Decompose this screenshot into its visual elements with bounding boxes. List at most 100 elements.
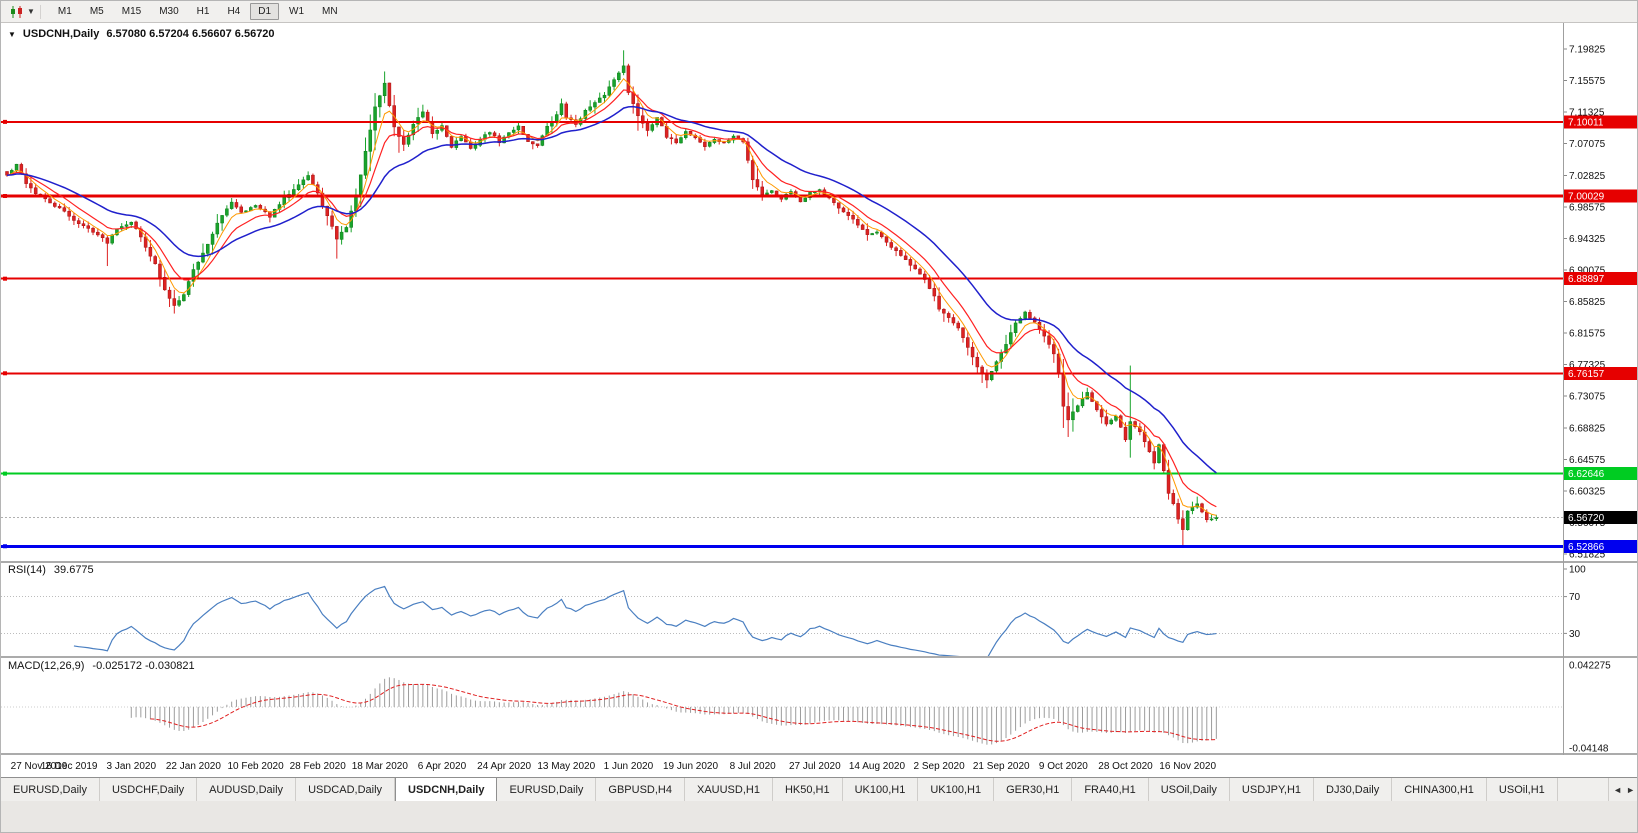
tab-scroll-right-button[interactable]: ►: [1626, 785, 1635, 795]
svg-text:6.68825: 6.68825: [1569, 423, 1606, 434]
symbol-tab-8[interactable]: HK50,H1: [772, 778, 843, 801]
svg-text:30: 30: [1569, 629, 1581, 640]
svg-text:24 Apr 2020: 24 Apr 2020: [477, 761, 531, 772]
svg-text:7.02825: 7.02825: [1569, 171, 1606, 182]
svg-text:7.19825: 7.19825: [1569, 45, 1606, 56]
svg-text:-0.04148: -0.04148: [1569, 744, 1609, 755]
timeframe-button-mn[interactable]: MN: [322, 6, 338, 17]
symbol-tab-12[interactable]: FRA40,H1: [1072, 778, 1149, 801]
ma-medium-line: [6, 89, 1217, 508]
symbol-tab-10[interactable]: UK100,H1: [918, 778, 995, 801]
macd-signal-line: [150, 683, 1217, 742]
svg-text:6.77325: 6.77325: [1569, 360, 1606, 371]
svg-text:28 Feb 2020: 28 Feb 2020: [290, 761, 347, 772]
svg-text:1 Jun 2020: 1 Jun 2020: [604, 761, 654, 772]
svg-text:27 Nov 2019: 27 Nov 2019: [11, 761, 68, 772]
symbol-tab-11[interactable]: GER30,H1: [994, 778, 1073, 801]
svg-text:6.64575: 6.64575: [1569, 455, 1606, 466]
symbol-tab-6[interactable]: GBPUSD,H4: [596, 778, 685, 801]
svg-text:10 Feb 2020: 10 Feb 2020: [227, 761, 284, 772]
svg-text:8 Jul 2020: 8 Jul 2020: [730, 761, 777, 772]
symbol-tab-15[interactable]: DJ30,Daily: [1314, 778, 1393, 801]
svg-text:0.042275: 0.042275: [1569, 661, 1611, 672]
svg-text:6.90075: 6.90075: [1569, 265, 1606, 276]
chart-type-button[interactable]: ▼: [5, 4, 41, 19]
svg-text:6.51825: 6.51825: [1569, 550, 1606, 561]
svg-text:6.98575: 6.98575: [1569, 202, 1606, 213]
svg-text:19 Jun 2020: 19 Jun 2020: [663, 761, 718, 772]
svg-text:16 Nov 2020: 16 Nov 2020: [1159, 761, 1216, 772]
timeframe-button-h4[interactable]: H4: [227, 6, 241, 17]
svg-text:16 Dec 2019: 16 Dec 2019: [41, 761, 98, 772]
svg-text:2 Sep 2020: 2 Sep 2020: [914, 761, 966, 772]
tab-scroll-controls: ◄ ►: [1608, 778, 1637, 801]
svg-text:6.73075: 6.73075: [1569, 392, 1606, 403]
candlestick-chart-icon: [11, 5, 22, 18]
svg-text:13 May 2020: 13 May 2020: [537, 761, 595, 772]
svg-text:6.81575: 6.81575: [1569, 329, 1606, 340]
svg-text:3 Jan 2020: 3 Jan 2020: [107, 761, 157, 772]
svg-text:28 Oct 2020: 28 Oct 2020: [1098, 761, 1153, 772]
svg-text:7.11325: 7.11325: [1569, 108, 1605, 119]
svg-text:6.88897: 6.88897: [1568, 274, 1605, 285]
price-axis: 7.19825 7.15575 7.11325 7.07075 7.02825 6.985…: [1563, 45, 1637, 561]
svg-text:7.07075: 7.07075: [1569, 139, 1606, 150]
top-toolbar: ▼ M1 M5 M15 M30 H1 H4 D1 W1 MN: [1, 1, 1637, 23]
level-lines: [1, 119, 1563, 549]
svg-text:14 Aug 2020: 14 Aug 2020: [849, 761, 906, 772]
macd-histogram: [130, 677, 1217, 745]
svg-text:70: 70: [1569, 592, 1581, 603]
ma-fast-line: [6, 77, 1217, 516]
symbol-tab-2[interactable]: AUDUSD,Daily: [197, 778, 297, 801]
svg-text:21 Sep 2020: 21 Sep 2020: [973, 761, 1030, 772]
symbol-tab-0[interactable]: EURUSD,Daily: [1, 778, 100, 801]
symbol-tab-4[interactable]: USDCNH,Daily: [395, 778, 498, 801]
symbol-tab-3[interactable]: USDCAD,Daily: [296, 778, 396, 801]
svg-text:9 Oct 2020: 9 Oct 2020: [1039, 761, 1088, 772]
timeframe-button-m15[interactable]: M15: [121, 6, 142, 17]
svg-text:27 Jul 2020: 27 Jul 2020: [789, 761, 841, 772]
symbol-tab-16[interactable]: CHINA300,H1: [1392, 778, 1487, 801]
svg-text:6.85825: 6.85825: [1569, 297, 1606, 308]
symbol-tab-5[interactable]: EURUSD,Daily: [497, 778, 597, 801]
svg-text:6.76157: 6.76157: [1568, 369, 1605, 380]
svg-text:6.52866: 6.52866: [1568, 542, 1605, 553]
svg-text:6.62646: 6.62646: [1568, 469, 1605, 480]
tab-bar: EURUSD,Daily USDCHF,Daily AUDUSD,Daily USDC…: [1, 777, 1637, 801]
symbol-tab-13[interactable]: USOil,Daily: [1148, 778, 1230, 801]
candlestick-series: [5, 50, 1219, 547]
status-area: [1, 801, 1637, 832]
ma-slow-line: [6, 105, 1217, 474]
timeframe-button-w1[interactable]: W1: [289, 6, 305, 17]
price-chart[interactable]: 7.19825 7.15575 7.11325 7.07075 7.02825 6.985…: [1, 23, 1638, 775]
svg-text:7.15575: 7.15575: [1569, 76, 1606, 87]
tab-bar-items: EURUSD,Daily USDCHF,Daily AUDUSD,Daily USDC…: [1, 778, 1558, 801]
svg-text:22 Jan 2020: 22 Jan 2020: [166, 761, 221, 772]
svg-text:7.10011: 7.10011: [1568, 117, 1604, 128]
tab-scroll-left-button[interactable]: ◄: [1613, 785, 1623, 795]
timeframe-button-m30[interactable]: M30: [159, 6, 179, 17]
svg-text:6.94325: 6.94325: [1569, 234, 1606, 245]
symbol-tab-7[interactable]: XAUUSD,H1: [684, 778, 773, 801]
timeframe-button-m5[interactable]: M5: [89, 6, 104, 17]
svg-text:100: 100: [1569, 565, 1586, 576]
macd-panel: 0.042275 -0.04148: [1, 661, 1611, 755]
svg-text:7.00029: 7.00029: [1568, 192, 1605, 203]
timeframe-button-d1[interactable]: D1: [250, 3, 280, 20]
svg-text:18 Mar 2020: 18 Mar 2020: [352, 761, 409, 772]
symbol-tab-14[interactable]: USDJPY,H1: [1229, 778, 1315, 801]
symbol-tab-1[interactable]: USDCHF,Daily: [99, 778, 198, 801]
rsi-panel: 100 70 30: [1, 565, 1586, 656]
rsi-line: [73, 585, 1217, 656]
timeframe-group: M1 M5 M15 M30 H1 H4 D1 W1 MN: [49, 3, 347, 20]
svg-text:6 Apr 2020: 6 Apr 2020: [418, 761, 467, 772]
timeframe-button-h1[interactable]: H1: [196, 6, 210, 17]
chevron-down-icon: ▼: [27, 7, 35, 16]
symbol-tab-9[interactable]: UK100,H1: [842, 778, 919, 801]
svg-text:6.56720: 6.56720: [1568, 513, 1605, 524]
svg-text:6.60325: 6.60325: [1569, 486, 1606, 497]
symbol-tab-17[interactable]: USOil,H1: [1486, 778, 1558, 801]
timeframe-button-m1[interactable]: M1: [57, 6, 72, 17]
